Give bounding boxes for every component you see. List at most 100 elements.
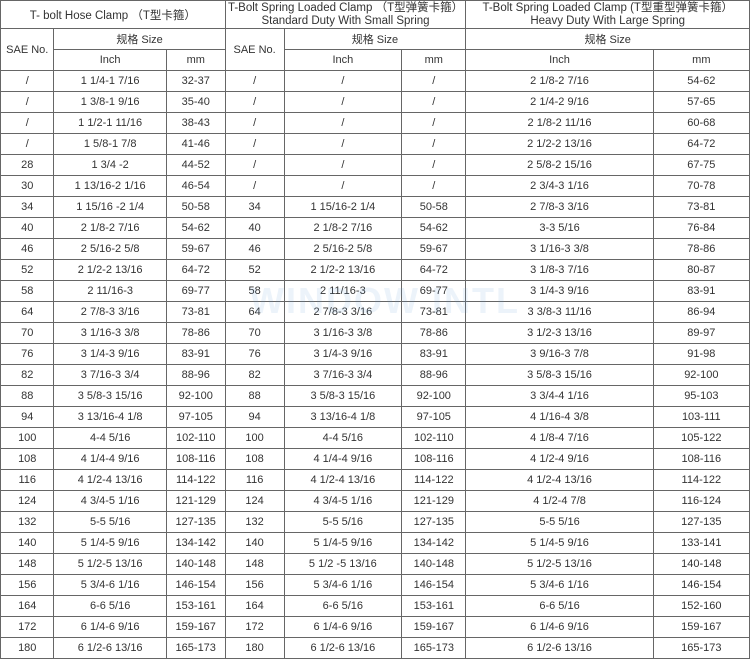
table-cell: 59-67 xyxy=(166,239,225,260)
table-cell: 159-167 xyxy=(653,617,749,638)
table-cell: 140 xyxy=(225,533,284,554)
table-cell: 2 11/16-3 xyxy=(54,281,166,302)
table-cell: 4 1/2-4 13/16 xyxy=(54,470,166,491)
table-cell: / xyxy=(225,155,284,176)
table-cell: 5-5 5/16 xyxy=(466,512,653,533)
table-row: 1244 3/4-5 1/16121-1291244 3/4-5 1/16121… xyxy=(1,491,750,512)
table-cell: 83-91 xyxy=(653,281,749,302)
table-cell: 59-67 xyxy=(402,239,466,260)
table-cell: 50-58 xyxy=(166,197,225,218)
table-cell: 124 xyxy=(1,491,54,512)
table-cell: 83-91 xyxy=(166,344,225,365)
table-row: 943 13/16-4 1/897-105943 13/16-4 1/897-1… xyxy=(1,407,750,428)
table-cell: 73-81 xyxy=(166,302,225,323)
table-cell: 3 1/2-3 13/16 xyxy=(466,323,653,344)
table-cell: 52 xyxy=(1,260,54,281)
table-cell: 88-96 xyxy=(166,365,225,386)
table-cell: 3 3/8-3 11/16 xyxy=(466,302,653,323)
table-cell: 57-65 xyxy=(653,92,749,113)
table-cell: 6 1/4-6 9/16 xyxy=(54,617,166,638)
table-cell: 82 xyxy=(225,365,284,386)
table-cell: 121-129 xyxy=(166,491,225,512)
table-cell: 97-105 xyxy=(402,407,466,428)
table-cell: 165-173 xyxy=(402,638,466,659)
table-cell: 164 xyxy=(225,596,284,617)
table-cell: 3 7/16-3 3/4 xyxy=(54,365,166,386)
table-cell: 100 xyxy=(225,428,284,449)
table-row: /1 1/4-1 7/1632-37///2 1/8-2 7/1654-62 xyxy=(1,71,750,92)
table-cell: 140-148 xyxy=(166,554,225,575)
table-cell: 41-46 xyxy=(166,134,225,155)
table-cell: 78-86 xyxy=(653,239,749,260)
table-cell: 3 9/16-3 7/8 xyxy=(466,344,653,365)
table-cell: 127-135 xyxy=(653,512,749,533)
table-cell: 3 1/8-3 7/16 xyxy=(466,260,653,281)
table-cell: / xyxy=(225,134,284,155)
table-cell: / xyxy=(225,71,284,92)
table-cell: 4 1/8-4 7/16 xyxy=(466,428,653,449)
table-cell: 4 1/4-4 9/16 xyxy=(54,449,166,470)
table-cell: / xyxy=(225,92,284,113)
table-cell: 46 xyxy=(1,239,54,260)
table-cell: 5 1/2-5 13/16 xyxy=(466,554,653,575)
table-cell: 94 xyxy=(1,407,54,428)
table-cell: 2 1/8-2 7/16 xyxy=(284,218,402,239)
table-cell: 5 1/4-5 9/16 xyxy=(284,533,402,554)
table-cell: / xyxy=(225,176,284,197)
table-row: /1 5/8-1 7/841-46///2 1/2-2 13/1664-72 xyxy=(1,134,750,155)
table-cell: 92-100 xyxy=(402,386,466,407)
table-cell: 52 xyxy=(225,260,284,281)
table-row: /1 1/2-1 11/1638-43///2 1/8-2 11/1660-68 xyxy=(1,113,750,134)
table-cell: 121-129 xyxy=(402,491,466,512)
table-cell: 108-116 xyxy=(653,449,749,470)
table-cell: 89-97 xyxy=(653,323,749,344)
table-cell: 83-91 xyxy=(402,344,466,365)
col-mm3: mm xyxy=(653,50,749,71)
table-cell: / xyxy=(284,134,402,155)
table-cell: 114-122 xyxy=(402,470,466,491)
table-cell: 88 xyxy=(225,386,284,407)
table-cell: 67-75 xyxy=(653,155,749,176)
table-cell: 44-52 xyxy=(166,155,225,176)
table-row: 462 5/16-2 5/859-67462 5/16-2 5/859-673 … xyxy=(1,239,750,260)
table-cell: 159-167 xyxy=(402,617,466,638)
table-cell: / xyxy=(284,92,402,113)
table-cell: 132 xyxy=(1,512,54,533)
table-cell: 1 1/2-1 11/16 xyxy=(54,113,166,134)
table-cell: 69-77 xyxy=(166,281,225,302)
table-cell: 3 1/4-3 9/16 xyxy=(54,344,166,365)
table-row: 1726 1/4-6 9/16159-1671726 1/4-6 9/16159… xyxy=(1,617,750,638)
table-cell: 4 1/2-4 13/16 xyxy=(466,470,653,491)
table-cell: 3 1/4-3 9/16 xyxy=(466,281,653,302)
table-cell: 140-148 xyxy=(653,554,749,575)
table-cell: 100 xyxy=(1,428,54,449)
table-cell: / xyxy=(225,113,284,134)
table-cell: 40 xyxy=(225,218,284,239)
col-sae1: SAE No. xyxy=(1,29,54,71)
table-cell: 4-4 5/16 xyxy=(284,428,402,449)
table-cell: 146-154 xyxy=(653,575,749,596)
table-row: 281 3/4 -244-52///2 5/8-2 15/1667-75 xyxy=(1,155,750,176)
table-cell: 153-161 xyxy=(166,596,225,617)
table-cell: 2 7/8-3 3/16 xyxy=(284,302,402,323)
table-cell: / xyxy=(402,176,466,197)
table-cell: 88-96 xyxy=(402,365,466,386)
table-cell: 76-84 xyxy=(653,218,749,239)
table-cell: 6-6 5/16 xyxy=(284,596,402,617)
table-cell: 97-105 xyxy=(166,407,225,428)
table-cell: 2 7/8-3 3/16 xyxy=(466,197,653,218)
table-cell: 148 xyxy=(225,554,284,575)
table-cell: 58 xyxy=(1,281,54,302)
table-cell: 2 1/2-2 13/16 xyxy=(284,260,402,281)
table-cell: 134-142 xyxy=(402,533,466,554)
table-cell: 70 xyxy=(1,323,54,344)
clamp-size-table: T- bolt Hose Clamp （T型卡箍） T-Bolt Spring … xyxy=(0,0,750,659)
table-cell: / xyxy=(1,71,54,92)
table-row: 1565 3/4-6 1/16146-1541565 3/4-6 1/16146… xyxy=(1,575,750,596)
table-cell: 1 5/8-1 7/8 xyxy=(54,134,166,155)
table-cell: 70-78 xyxy=(653,176,749,197)
table-cell: 103-111 xyxy=(653,407,749,428)
table-cell: 4 3/4-5 1/16 xyxy=(54,491,166,512)
table-cell: 46 xyxy=(225,239,284,260)
table-cell: 148 xyxy=(1,554,54,575)
